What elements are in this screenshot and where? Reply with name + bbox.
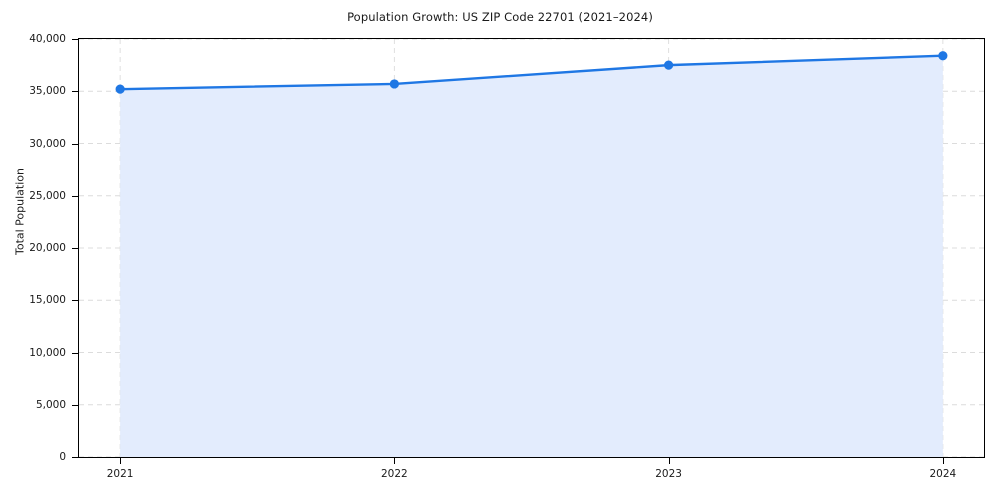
y-tick-label: 30,000	[29, 137, 66, 150]
x-tick-mark	[394, 458, 396, 464]
y-tick-mark	[72, 457, 78, 458]
y-tick-mark	[72, 300, 78, 302]
chart-plot-svg	[79, 39, 984, 457]
x-tick-label: 2023	[655, 468, 682, 480]
y-tick-label: 0	[59, 451, 66, 463]
area-fill-path	[120, 55, 943, 457]
y-tick-label: 40,000	[29, 33, 66, 45]
y-axis-label: Total Population	[13, 168, 27, 255]
y-tick-mark	[72, 143, 78, 145]
y-tick-label: 35,000	[29, 85, 66, 98]
y-tick-mark	[72, 352, 78, 354]
chart-title: Population Growth: US ZIP Code 22701 (20…	[347, 10, 653, 24]
y-tick-label: 5,000	[35, 398, 66, 411]
plot-area	[78, 38, 985, 458]
x-tick-label: 2022	[381, 468, 408, 480]
y-tick-label: 10,000	[29, 346, 66, 359]
y-tick-mark	[72, 91, 78, 93]
y-tick-mark	[72, 39, 78, 40]
data-point-marker	[664, 60, 674, 70]
data-point-marker	[389, 79, 399, 89]
y-tick-label: 25,000	[29, 189, 66, 202]
x-tick-label: 2021	[106, 468, 134, 480]
x-tick-mark	[942, 458, 944, 464]
y-tick-mark	[72, 195, 78, 197]
x-tick-label: 2024	[929, 468, 957, 480]
data-point-marker	[938, 51, 948, 61]
y-tick-label: 15,000	[29, 294, 66, 307]
x-tick-mark	[668, 458, 670, 464]
y-tick-mark	[72, 404, 78, 406]
y-tick-label: 20,000	[29, 242, 66, 254]
data-point-marker	[115, 84, 125, 94]
line-series-path	[118, 54, 945, 91]
y-tick-mark	[72, 248, 78, 249]
x-tick-mark	[120, 458, 122, 464]
data-point-markers	[115, 51, 948, 94]
